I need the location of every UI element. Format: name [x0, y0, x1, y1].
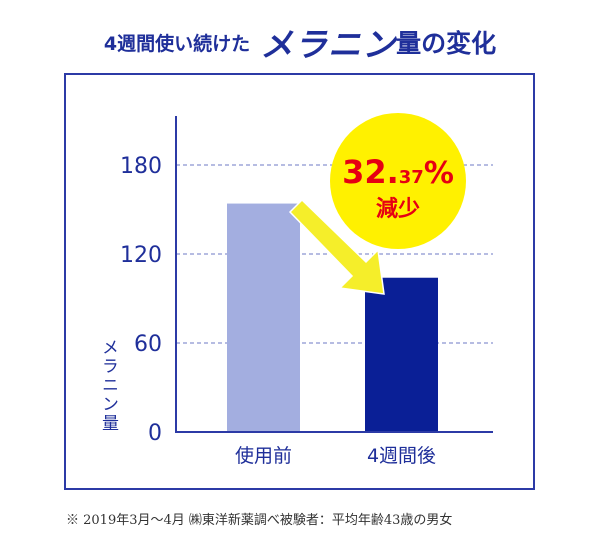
- callout-circle: [330, 113, 466, 249]
- arrow-shape: [288, 198, 385, 295]
- y-axis-label: メラニン量: [98, 338, 119, 433]
- reduction-callout: 32.37% 減少: [330, 113, 466, 249]
- y-tick-label: 0: [148, 421, 162, 446]
- chart-title: 4週間使い続けた メラニン量の変化: [0, 18, 600, 68]
- y-tick-label: 120: [120, 243, 162, 268]
- bar: [227, 203, 300, 432]
- x-tick-label: 使用前: [235, 445, 292, 467]
- y-tick-label: 180: [120, 154, 162, 179]
- title-rest: 量の変化: [396, 29, 497, 58]
- x-tick-label: 4週間後: [367, 445, 436, 467]
- title-emphasis: メラニン: [260, 25, 397, 64]
- bar: [365, 277, 438, 432]
- y-tick-label: 60: [134, 332, 162, 357]
- title-lead: 4週間使い続けた: [103, 32, 251, 55]
- callout-label: 減少: [376, 197, 420, 222]
- footnote: ※ 2019年3月～4月 ㈱東洋新薬調べ被験者：平均年齢43歳の男女: [66, 513, 453, 528]
- callout-value: 32.37%: [342, 153, 454, 191]
- decrease-arrow: [288, 198, 385, 295]
